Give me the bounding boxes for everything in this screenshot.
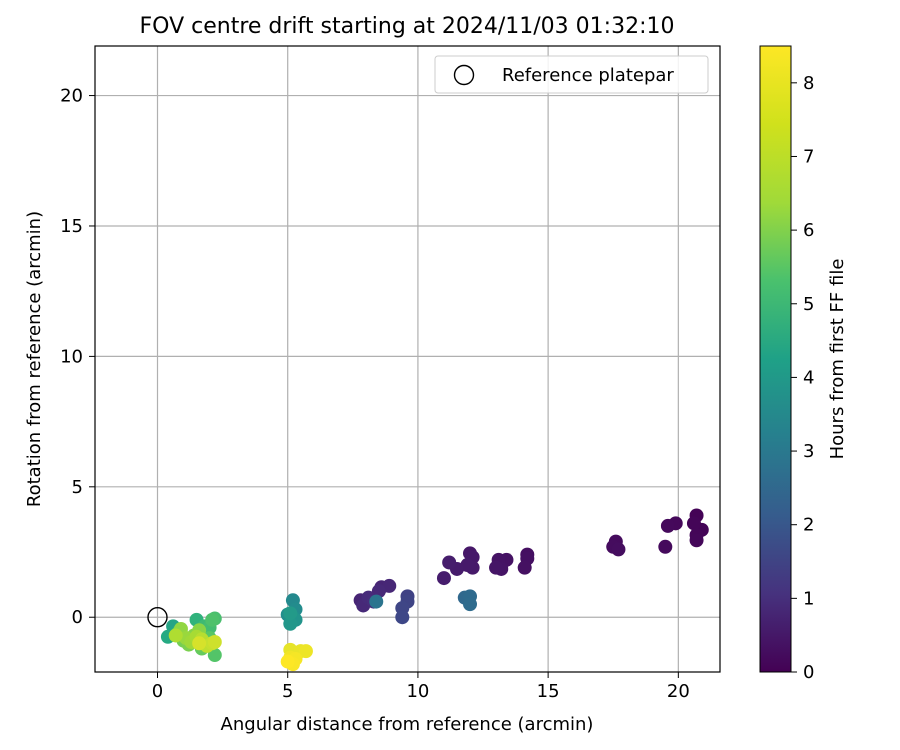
grid xyxy=(95,46,720,672)
y-tick-label: 15 xyxy=(60,216,83,237)
data-point xyxy=(686,516,701,531)
data-point xyxy=(168,628,183,643)
data-point xyxy=(463,597,477,612)
data-point xyxy=(205,612,220,627)
x-axis-ticks: 0 5 10 15 20 xyxy=(152,672,690,702)
x-axis-label: Angular distance from reference (arcmin) xyxy=(221,714,594,735)
data-point xyxy=(442,555,457,570)
data-point xyxy=(658,539,673,554)
data-point xyxy=(689,533,704,548)
data-point xyxy=(611,542,626,557)
data-point xyxy=(280,654,295,669)
colorbar xyxy=(759,45,792,673)
x-tick-label: 15 xyxy=(537,681,560,702)
x-tick-label: 20 xyxy=(667,681,690,702)
x-tick-label: 5 xyxy=(282,681,293,702)
colorbar-tick-label: 0 xyxy=(803,662,814,683)
legend-marker-reference xyxy=(453,64,475,86)
data-point xyxy=(207,648,222,663)
legend-label-reference: Reference platepar xyxy=(502,65,674,86)
data-point xyxy=(395,610,410,625)
y-tick-label: 10 xyxy=(60,346,83,367)
colorbar-tick-label: 8 xyxy=(803,73,814,94)
y-axis-label: Rotation from reference (arcmin) xyxy=(24,211,45,507)
colorbar-tick-label: 7 xyxy=(803,146,814,167)
plot-frame xyxy=(94,45,721,673)
data-point xyxy=(660,518,675,533)
data-point xyxy=(207,635,222,650)
data-point xyxy=(489,560,504,575)
data-point xyxy=(369,594,384,609)
colorbar-tick-label: 5 xyxy=(803,294,814,315)
data-point xyxy=(436,571,451,586)
legend: Reference platepar xyxy=(434,55,709,94)
y-tick-label: 5 xyxy=(72,477,83,498)
data-points xyxy=(147,508,709,672)
data-point xyxy=(283,606,298,621)
y-axis-ticks: 0 5 10 15 20 xyxy=(60,86,95,628)
chart-title: FOV centre drift starting at 2024/11/03 … xyxy=(140,14,675,39)
data-point xyxy=(283,616,298,631)
colorbar-label: Hours from first FF file xyxy=(827,259,848,460)
reference-platepar-marker xyxy=(147,607,168,628)
colorbar-tick-label: 6 xyxy=(803,220,814,241)
colorbar-ticks: 0 1 2 3 4 5 6 7 8 xyxy=(791,73,814,683)
colorbar-tick-label: 1 xyxy=(803,588,814,609)
x-tick-label: 0 xyxy=(152,681,163,702)
data-point xyxy=(298,644,313,659)
colorbar-tick-label: 3 xyxy=(803,441,814,462)
data-point xyxy=(382,578,397,593)
y-tick-label: 20 xyxy=(60,86,83,107)
colorbar-tick-label: 4 xyxy=(803,367,814,388)
data-point xyxy=(192,636,207,651)
colorbar-tick-label: 2 xyxy=(803,515,814,536)
x-tick-label: 10 xyxy=(406,681,429,702)
y-tick-label: 0 xyxy=(72,607,83,628)
legend-box xyxy=(434,55,709,94)
data-point xyxy=(517,560,532,575)
